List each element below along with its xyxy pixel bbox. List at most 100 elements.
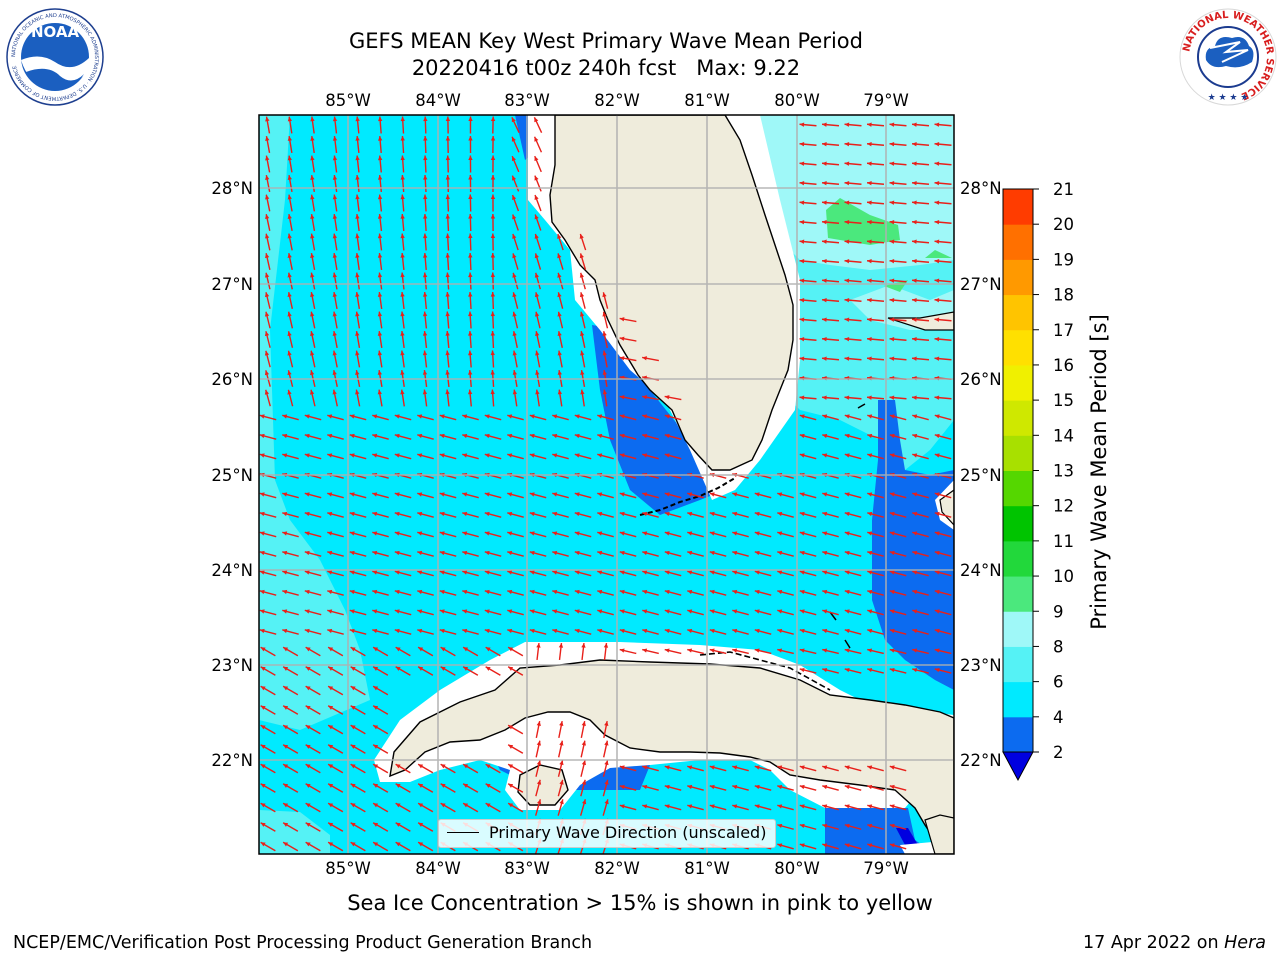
wave-direction-arrow	[304, 609, 322, 616]
wave-direction-arrow	[529, 414, 547, 421]
wave-direction-arrow	[934, 511, 952, 518]
wave-direction-arrow	[911, 278, 930, 283]
wave-direction-arrow	[889, 336, 907, 342]
wave-direction-arrow	[709, 511, 727, 518]
wave-direction-arrow	[754, 550, 772, 557]
wave-direction-arrow	[372, 589, 389, 596]
wave-direction-arrow	[799, 784, 817, 791]
wave-direction-arrow	[687, 648, 704, 655]
wave-direction-arrow	[462, 802, 479, 813]
wave-direction-arrow	[332, 350, 338, 368]
wave-direction-arrow	[642, 395, 659, 401]
wave-direction-arrow	[535, 721, 541, 738]
wave-direction-arrow	[533, 136, 543, 153]
wave-direction-arrow	[349, 609, 367, 616]
wave-direction-arrow	[327, 453, 344, 460]
wave-direction-arrow	[821, 258, 840, 264]
wave-direction-arrow	[664, 433, 682, 440]
wave-direction-arrow	[355, 135, 360, 154]
wave-direction-arrow	[372, 724, 389, 735]
wave-direction-arrow	[574, 570, 592, 577]
wave-direction-arrow	[597, 589, 614, 596]
wave-direction-arrow	[394, 433, 412, 440]
wave-direction-arrow	[889, 823, 907, 830]
wave-direction-arrow	[822, 414, 839, 421]
wave-direction-arrow	[799, 823, 817, 830]
colorbar-segment	[1003, 540, 1033, 577]
wave-direction-arrow	[507, 492, 524, 499]
wave-direction-arrow	[709, 531, 727, 538]
wave-direction-arrow	[799, 356, 817, 361]
wave-direction-arrow	[422, 311, 428, 329]
wave-direction-arrow	[844, 628, 862, 635]
lat-label-left: 25°N	[211, 466, 253, 485]
wave-direction-arrow	[287, 175, 293, 192]
wave-direction-arrow	[484, 628, 502, 635]
wave-direction-arrow	[462, 609, 479, 616]
wave-direction-arrow	[462, 589, 479, 596]
wave-direction-arrow	[754, 804, 772, 811]
wave-direction-arrow	[485, 763, 501, 774]
wave-direction-arrow	[664, 492, 682, 499]
wave-direction-arrow	[535, 331, 541, 348]
wave-direction-arrow	[912, 453, 929, 460]
wave-direction-arrow	[732, 609, 749, 616]
wave-direction-arrow	[754, 648, 772, 655]
wave-direction-arrow	[332, 252, 338, 271]
wave-direction-arrow	[372, 531, 389, 538]
wave-direction-arrow	[355, 331, 361, 348]
wave-direction-arrow	[911, 258, 930, 264]
wave-direction-arrow	[265, 233, 271, 251]
wave-direction-arrow	[423, 155, 428, 173]
wave-direction-arrow	[349, 511, 367, 518]
wave-direction-arrow	[642, 628, 659, 635]
colorbar-segment	[1003, 329, 1033, 366]
wave-direction-arrow	[490, 350, 495, 368]
sea-ice-caption: Sea Ice Concentration > 15% is shown in …	[347, 891, 933, 915]
wave-direction-arrow	[602, 760, 609, 777]
wave-direction-arrow	[445, 194, 450, 212]
wave-direction-arrow	[264, 331, 271, 348]
wave-direction-arrow	[417, 589, 434, 596]
wave-direction-arrow	[754, 628, 772, 635]
wave-direction-arrow	[282, 783, 299, 793]
wave-direction-arrow	[417, 763, 434, 774]
wave-direction-arrow	[440, 763, 456, 774]
wave-direction-arrow	[332, 292, 338, 309]
wave-direction-arrow	[327, 646, 344, 657]
wave-direction-arrow	[507, 589, 524, 596]
wave-direction-arrow	[866, 180, 885, 186]
wave-direction-arrow	[394, 589, 412, 596]
wave-direction-arrow	[400, 174, 405, 193]
wave-direction-arrow	[866, 258, 885, 264]
wave-direction-arrow	[934, 336, 952, 342]
wave-direction-arrow	[350, 685, 366, 696]
wave-direction-arrow	[400, 135, 405, 154]
wave-direction-arrow	[468, 155, 473, 173]
colorbar-tick-label: 14	[1053, 426, 1074, 445]
colorbar-segment	[1003, 189, 1033, 225]
wave-direction-arrow	[264, 350, 271, 368]
wave-direction-arrow	[423, 233, 428, 251]
wave-direction-arrow	[377, 252, 383, 271]
wave-direction-arrow	[282, 570, 299, 577]
wave-direction-arrow	[355, 311, 361, 329]
wave-direction-arrow	[934, 258, 952, 264]
wave-direction-arrow	[355, 291, 361, 310]
wave-direction-arrow	[310, 135, 315, 154]
wave-direction-arrow	[440, 646, 456, 657]
wave-direction-arrow	[889, 356, 907, 361]
wave-direction-arrow	[512, 311, 519, 329]
wave-direction-arrow	[619, 453, 637, 460]
wave-direction-arrow	[310, 311, 316, 329]
wave-direction-arrow	[529, 570, 547, 577]
wave-direction-arrow	[844, 433, 862, 440]
footer-branch: NCEP/EMC/Verification Post Processing Pr…	[13, 933, 593, 953]
wave-direction-arrow	[934, 492, 952, 499]
wave-direction-arrow	[490, 155, 496, 173]
wave-direction-arrow	[602, 389, 608, 407]
colorbar-tick-label: 11	[1053, 532, 1074, 551]
wave-direction-arrow	[844, 317, 862, 322]
wave-direction-arrow	[507, 724, 524, 735]
colorbar-segment	[1003, 646, 1033, 683]
